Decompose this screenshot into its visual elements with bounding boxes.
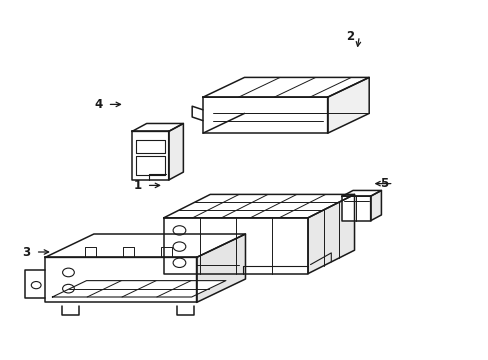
Polygon shape [163, 218, 307, 274]
Text: 3: 3 [22, 246, 31, 258]
Text: 2: 2 [346, 30, 354, 42]
Text: 4: 4 [94, 98, 102, 111]
Polygon shape [132, 123, 183, 131]
Polygon shape [52, 281, 225, 297]
Polygon shape [203, 77, 368, 97]
Polygon shape [203, 97, 327, 133]
Polygon shape [168, 123, 183, 180]
Polygon shape [163, 194, 354, 218]
Polygon shape [45, 257, 196, 302]
Polygon shape [307, 194, 354, 274]
Polygon shape [327, 77, 368, 133]
Text: 5: 5 [380, 177, 388, 190]
Polygon shape [342, 190, 381, 196]
Polygon shape [342, 196, 370, 221]
Polygon shape [132, 131, 168, 180]
Polygon shape [370, 190, 381, 221]
Polygon shape [45, 234, 245, 257]
Polygon shape [196, 234, 245, 302]
Text: 1: 1 [133, 179, 142, 192]
